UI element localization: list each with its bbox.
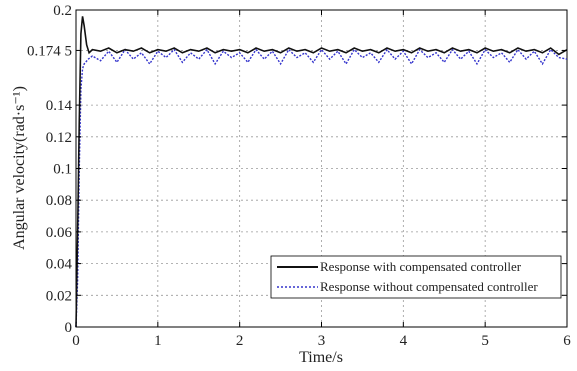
- y-tick-label: 0.1: [53, 162, 72, 178]
- tick-labels: 0 1 2 3 4 5 6 0 0.02 0.04 0.06 0.08 0.1 0.12 0.14 0.174…: [27, 3, 571, 349]
- y-tick-label: 0.14: [46, 98, 73, 114]
- x-tick-label: 0: [72, 333, 80, 349]
- x-axis-label: Time/s: [299, 349, 343, 366]
- x-tick-label: 2: [236, 333, 244, 349]
- legend: Response with compensated controller Res…: [270, 255, 562, 299]
- x-tick-label: 4: [400, 333, 408, 349]
- x-tick-label: 3: [318, 333, 326, 349]
- y-tick-label: 0.08: [46, 193, 72, 209]
- series-line-uncompensated: [75, 48, 568, 328]
- legend-label-compensated: Response with compensated controller: [320, 259, 522, 274]
- series-layer: [75, 16, 568, 328]
- x-tick-label: 6: [563, 333, 571, 349]
- y-tick-label: 0.174 5: [27, 43, 72, 59]
- y-tick-label: 0.2: [53, 3, 72, 19]
- legend-label-uncompensated: Response without compensated controller: [320, 279, 538, 294]
- x-tick-label: 1: [154, 333, 162, 349]
- y-axis-label: Angular velocity(rad·s⁻¹): [11, 86, 28, 250]
- legend-box: [270, 255, 562, 299]
- y-tick-label: 0.04: [46, 257, 73, 273]
- y-tick-label: 0: [65, 320, 73, 336]
- y-tick-label: 0.06: [46, 225, 73, 241]
- y-tick-label: 0.12: [46, 130, 72, 146]
- series-line-compensated: [75, 16, 568, 328]
- x-tick-label: 5: [481, 333, 489, 349]
- y-tick-label: 0.02: [46, 288, 72, 304]
- axis-ticks: [75, 9, 568, 328]
